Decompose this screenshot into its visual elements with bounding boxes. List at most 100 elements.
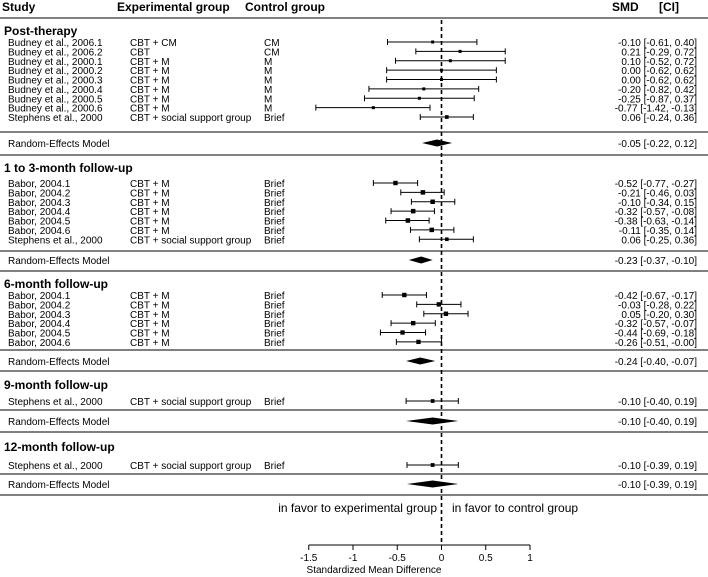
- smd-ci-text: 0.00 [-0.62, 0.62]: [621, 66, 697, 77]
- effect-square: [443, 311, 449, 316]
- pooled-row: Random-Effects Model -0.10 [-0.39, 0.19]: [8, 480, 697, 491]
- smd-ci-text: -0.32 [-0.57, -0.07]: [615, 319, 697, 330]
- pooled-label: Random-Effects Model: [8, 357, 110, 368]
- study-name: Babor, 2004.1: [8, 291, 71, 302]
- favor-experimental-label: in favor to experimental group: [278, 501, 437, 515]
- pooled-label: Random-Effects Model: [8, 139, 110, 150]
- effect-square: [430, 199, 435, 205]
- experimental-group: CBT + M: [130, 300, 170, 311]
- x-axis: -1.5 -1 -0.5 0 0.5 1: [300, 544, 533, 564]
- pooled-smd-ci-text: -0.10 [-0.39, 0.19]: [618, 480, 697, 491]
- header-smd: SMD: [612, 0, 639, 14]
- control-group: Brief: [264, 179, 285, 190]
- header-row: Study Experimental group Control group S…: [2, 0, 679, 14]
- pooled-diamond: [406, 357, 436, 365]
- control-group: Brief: [264, 338, 285, 349]
- effect-square: [420, 190, 426, 195]
- experimental-group: CBT + M: [130, 291, 170, 302]
- study-row: Stephens et al., 2000 CBT + social suppor…: [8, 397, 697, 408]
- control-group: M: [264, 66, 272, 77]
- pooled-diamond: [422, 139, 453, 147]
- effect-square: [417, 96, 421, 100]
- section-title: Post-therapy: [4, 24, 78, 38]
- effect-square: [458, 49, 462, 53]
- study-row: Stephens et al., 2000 CBT + social suppor…: [8, 113, 697, 124]
- section-5: 12-month follow-up Stephens et al., 2000 C…: [4, 440, 697, 491]
- section-title: 1 to 3-month follow-up: [4, 161, 133, 175]
- control-group: Brief: [264, 319, 285, 330]
- study-name: Budney et al., 2000.2: [8, 66, 103, 77]
- smd-ci-text: -0.38 [-0.63, -0.14]: [615, 217, 697, 228]
- control-group: Brief: [264, 226, 285, 237]
- study-row: Babor, 2004.2 CBT + M Brief -0.21 [-0.46, 0…: [8, 188, 697, 199]
- header-study: Study: [2, 0, 36, 14]
- study-row: Babor, 2004.5 CBT + M Brief -0.38 [-0.63, -…: [8, 217, 697, 228]
- pooled-diamond: [408, 256, 433, 264]
- favor-control-label: in favor to control group: [452, 501, 578, 515]
- experimental-group: CBT + M: [130, 217, 170, 228]
- study-name: Budney et al., 2000.1: [8, 57, 103, 68]
- effect-square: [371, 106, 375, 110]
- effect-square: [431, 40, 435, 44]
- effect-square: [445, 237, 449, 242]
- study-name: Budney et al., 2006.1: [8, 38, 103, 49]
- control-group: M: [264, 57, 272, 68]
- smd-ci-text: -0.11 [-0.35, 0.14]: [619, 226, 697, 237]
- pooled-smd-ci-text: -0.05 [-0.22, 0.12]: [618, 139, 697, 150]
- effect-square: [430, 399, 435, 403]
- smd-ci-text: -0.25 [-0.87, 0.37]: [618, 94, 697, 105]
- x-tick-label: -0.5: [389, 553, 407, 564]
- experimental-group: CBT + M: [130, 207, 170, 218]
- experimental-group: CBT + social support group: [130, 461, 252, 472]
- study-name: Stephens et al., 2000: [8, 397, 103, 408]
- smd-ci-text: -0.10 [-0.61, 0.40]: [618, 38, 697, 49]
- header-ci: [CI]: [659, 0, 679, 14]
- experimental-group: CBT + M: [130, 104, 170, 115]
- effect-square: [448, 59, 452, 63]
- study-row: Budney et al., 2006.2 CBT CM 0.21 [-0.29, 0…: [8, 47, 697, 58]
- smd-ci-text: 0.06 [-0.25, 0.36]: [621, 235, 697, 246]
- study-name: Babor, 2004.6: [8, 226, 71, 237]
- study-name: Babor, 2004.2: [8, 300, 71, 311]
- section-title: 12-month follow-up: [4, 440, 115, 454]
- study-row: Budney et al., 2000.2 CBT + M M 0.00 [-0.62…: [8, 66, 697, 77]
- smd-ci-text: 0.10 [-0.52, 0.72]: [621, 57, 697, 68]
- smd-ci-text: -0.52 [-0.77, -0.27]: [615, 179, 697, 190]
- study-row: Babor, 2004.2 CBT + M Brief -0.03 [-0.28, 0…: [8, 300, 697, 311]
- smd-ci-text: -0.10 [-0.34, 0.15]: [618, 198, 697, 209]
- section-2: 1 to 3-month follow-up Babor, 2004.1 CBT +…: [4, 161, 697, 267]
- study-row: Budney et al., 2000.1 CBT + M M 0.10 [-0.52…: [8, 57, 697, 68]
- study-name: Stephens et al., 2000: [8, 235, 103, 246]
- effect-square: [444, 115, 449, 119]
- study-row: Stephens et al., 2000 CBT + social suppor…: [8, 461, 697, 472]
- study-row: Budney et al., 2000.6 CBT + M M -0.77 [-1.4…: [8, 104, 697, 115]
- study-row: Babor, 2004.5 CBT + M Brief -0.44 [-0.69, -…: [8, 329, 697, 340]
- study-row: Babor, 2004.4 CBT + M Brief -0.32 [-0.57, -…: [8, 319, 697, 330]
- control-group: Brief: [264, 235, 285, 246]
- smd-ci-text: 0.06 [-0.24, 0.36]: [621, 113, 697, 124]
- experimental-group: CBT + M: [130, 198, 170, 209]
- pooled-row: Random-Effects Model -0.24 [-0.40, -0.07]: [8, 357, 697, 368]
- control-group: Brief: [264, 397, 285, 408]
- experimental-group: CBT + M: [130, 226, 170, 237]
- experimental-group: CBT + M: [130, 179, 170, 190]
- study-name: Babor, 2004.5: [8, 217, 71, 228]
- effect-square: [430, 463, 435, 467]
- pooled-label: Random-Effects Model: [8, 417, 110, 428]
- smd-ci-text: -0.77 [-1.42, -0.13]: [615, 104, 697, 115]
- control-group: M: [264, 76, 272, 87]
- control-group: M: [264, 85, 272, 96]
- study-name: Babor, 2004.1: [8, 179, 71, 190]
- control-group: Brief: [264, 217, 285, 228]
- pooled-row: Random-Effects Model -0.23 [-0.37, -0.10]: [8, 256, 697, 267]
- experimental-group: CBT + M: [130, 94, 170, 105]
- pooled-diamond: [406, 480, 459, 488]
- study-row: Budney et al., 2000.5 CBT + M M -0.25 [-0.8…: [8, 94, 697, 105]
- study-row: Budney et al., 2006.1 CBT + CM CM -0.10 [-0…: [8, 38, 697, 49]
- control-group: Brief: [264, 291, 285, 302]
- smd-ci-text: -0.10 [-0.39, 0.19]: [618, 461, 697, 472]
- study-name: Babor, 2004.6: [8, 338, 71, 349]
- x-tick-label: 0.5: [479, 553, 493, 564]
- x-tick-label: 1: [527, 553, 533, 564]
- study-name: Babor, 2004.3: [8, 310, 71, 321]
